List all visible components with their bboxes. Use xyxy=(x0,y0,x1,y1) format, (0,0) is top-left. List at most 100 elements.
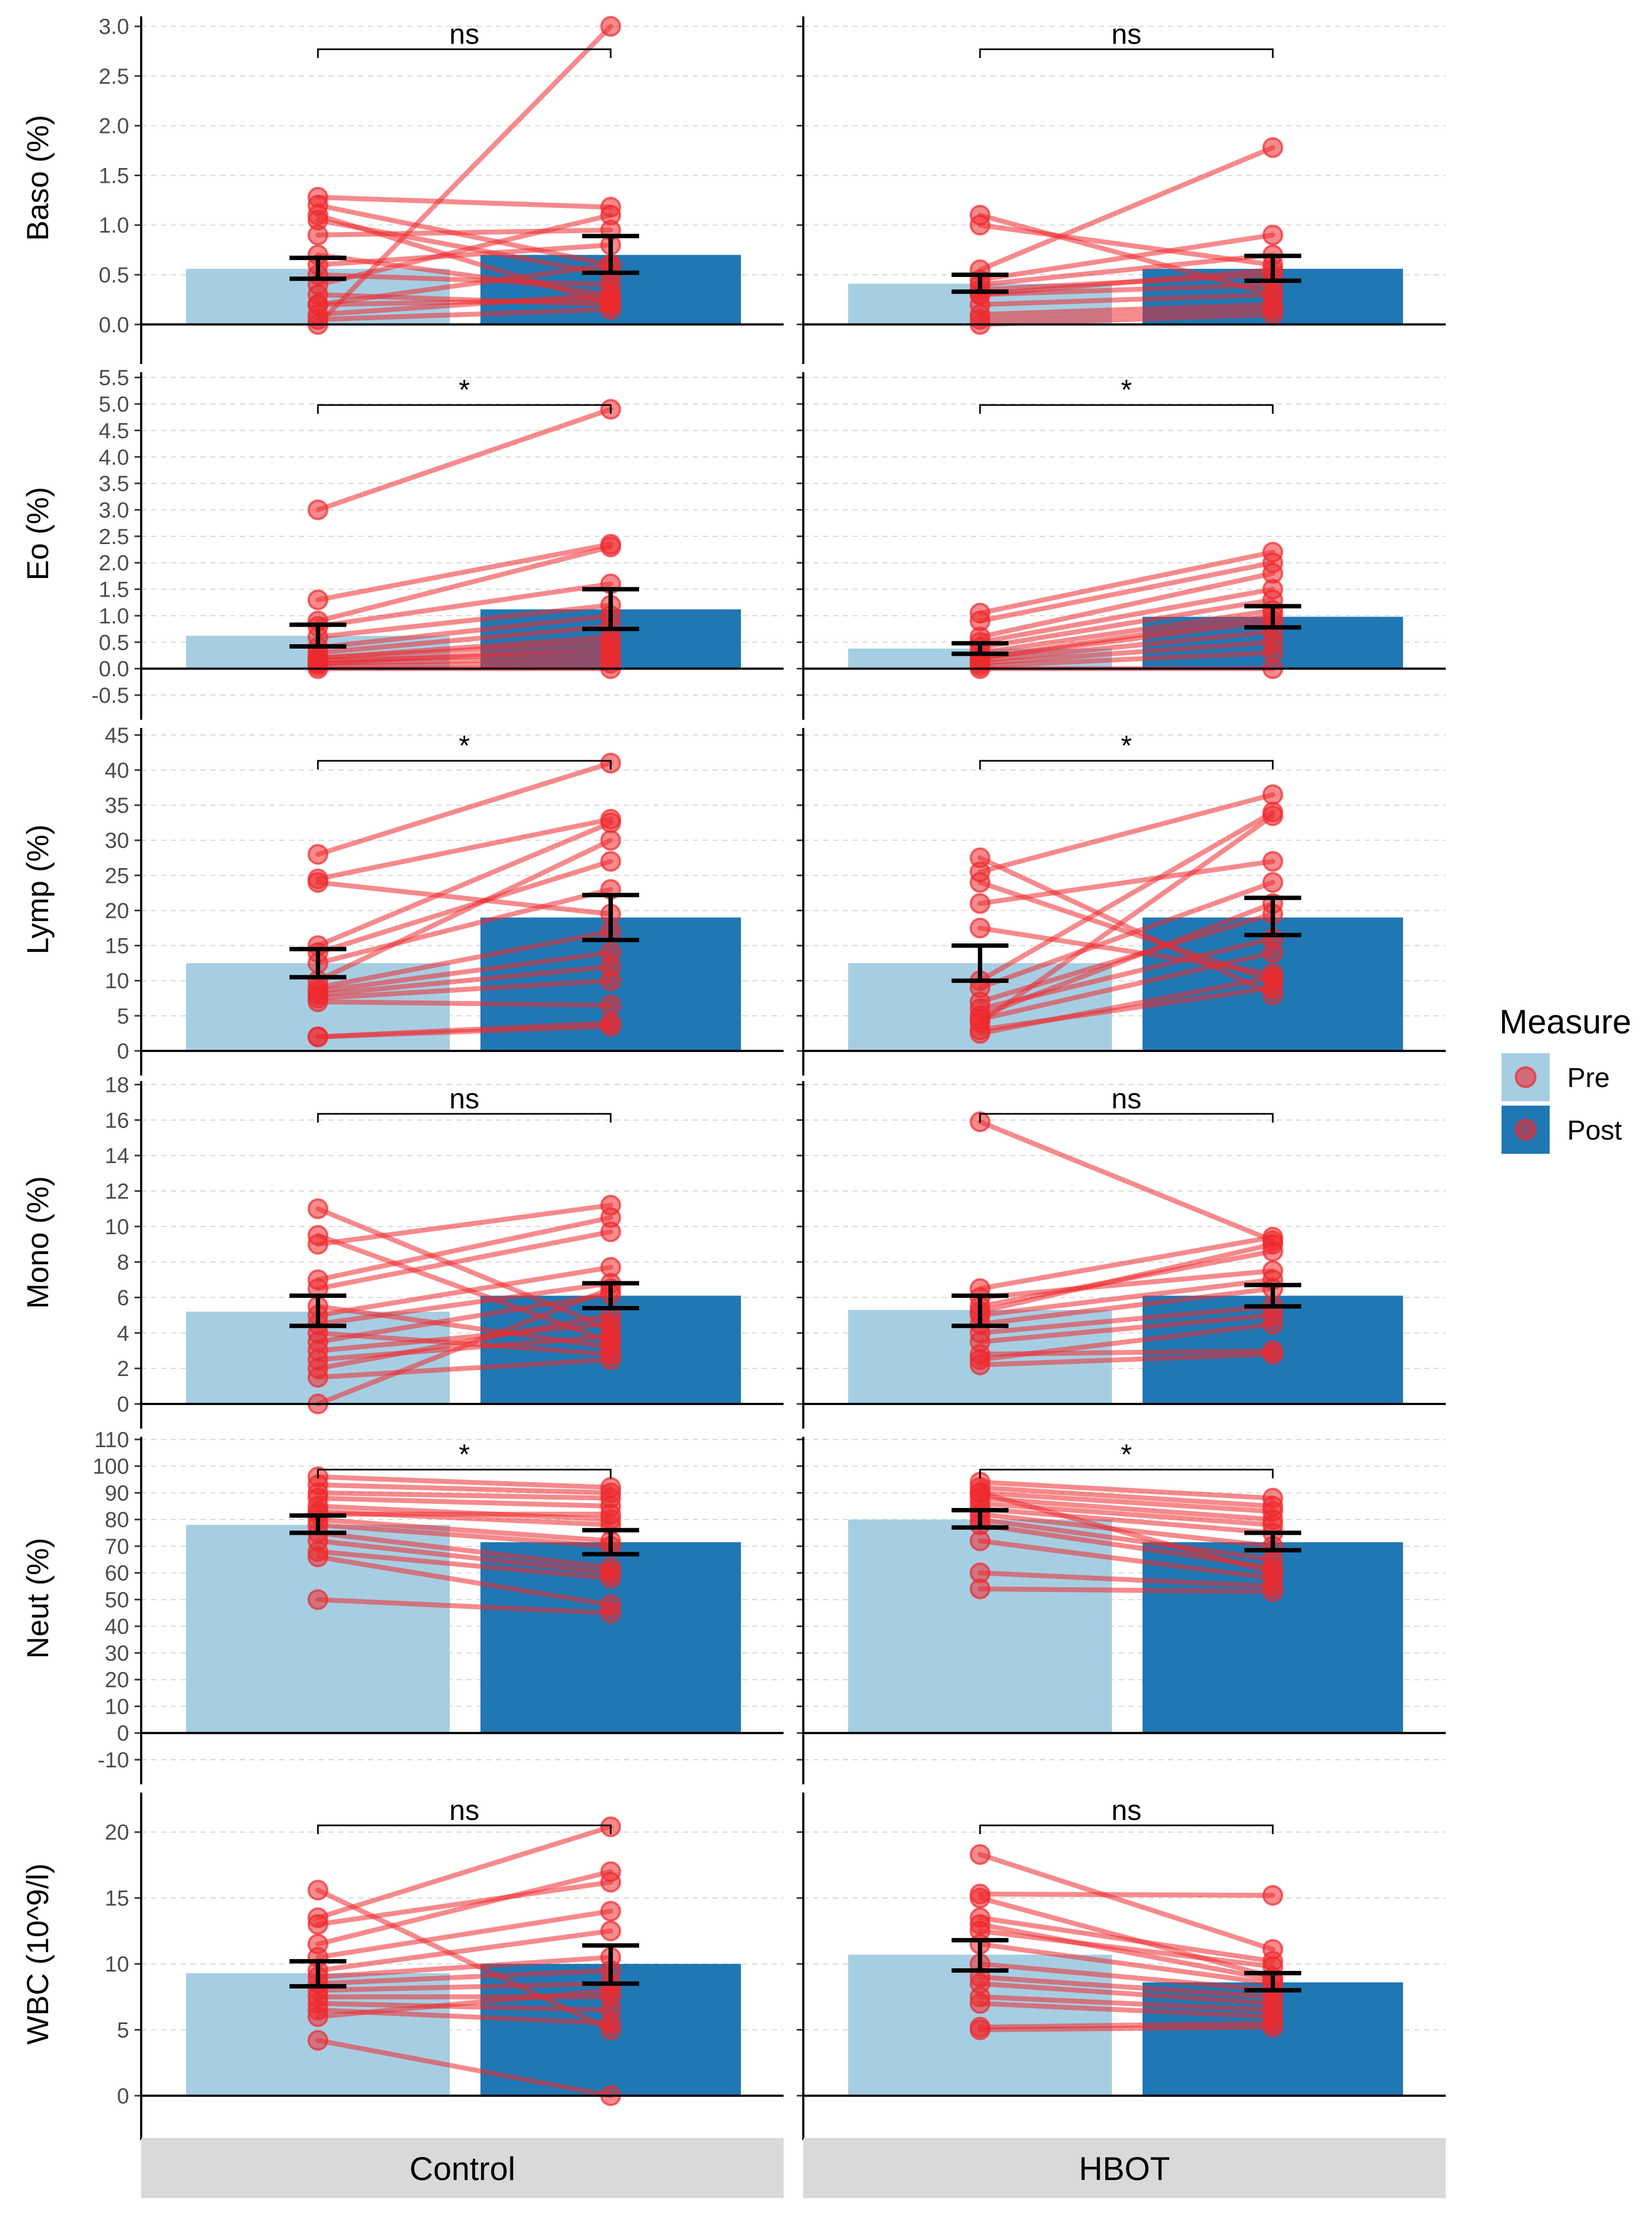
bracket-line xyxy=(317,1469,612,1478)
paired-line xyxy=(977,1313,1276,1345)
strip-background-control xyxy=(141,2138,784,2198)
paired-line xyxy=(315,978,613,1001)
error-bar-pre xyxy=(952,641,1008,656)
paired-line xyxy=(977,1994,1276,2013)
y-tick-label: 0 xyxy=(117,1039,129,1063)
paired-line xyxy=(315,1264,613,1318)
paired-line xyxy=(315,661,613,669)
significance-bracket: ns xyxy=(317,19,612,58)
paired-line xyxy=(315,2001,613,2013)
paired-line xyxy=(977,950,1276,1022)
point-pre xyxy=(970,1354,990,1375)
paired-line xyxy=(977,232,1276,282)
point-post xyxy=(600,536,621,558)
strip-background-hbot xyxy=(803,2138,1446,2198)
paired-line xyxy=(977,1570,1276,1589)
paired-line xyxy=(977,2020,1276,2030)
point-pre xyxy=(970,1993,990,2014)
y-axis-title-wbc: WBC (10^9/l) xyxy=(20,1863,55,2044)
significance-bracket: ns xyxy=(979,1795,1274,1834)
panel-row-mono: Mono (%) 0 2 4 6 8 10 12 14 16 18 ns ns xyxy=(20,1073,1446,1429)
paired-line xyxy=(315,1203,613,1247)
paired-line xyxy=(315,1474,613,1490)
y-tick-label: 35 xyxy=(105,794,130,818)
strip-label-hbot: HBOT xyxy=(1079,2151,1170,2187)
error-bar-pre xyxy=(289,1959,346,1988)
paired-line xyxy=(315,1869,613,1947)
y-tick-label: 1.0 xyxy=(98,213,129,238)
paired-line xyxy=(977,1961,1276,1993)
paired-line xyxy=(315,1313,613,1371)
y-tick-label: 2.5 xyxy=(98,65,129,89)
paired-line xyxy=(977,1941,1276,1986)
y-tick-label: 3.0 xyxy=(98,15,129,39)
point-post xyxy=(600,1314,621,1335)
paired-line xyxy=(315,1538,613,1576)
paired-line xyxy=(977,880,1276,991)
paired-line xyxy=(977,282,1276,297)
paired-line xyxy=(315,212,613,287)
paired-line xyxy=(315,194,613,210)
point-pre xyxy=(308,1367,328,1388)
paired-line xyxy=(977,2001,1276,2019)
point-post xyxy=(600,289,621,310)
paired-line xyxy=(977,267,1276,297)
paired-line xyxy=(977,1517,1276,1562)
paired-line xyxy=(977,650,1276,669)
significance-label: * xyxy=(1121,374,1132,406)
y-tick-label: -0.5 xyxy=(91,684,129,708)
y-tick-label: 60 xyxy=(105,1562,130,1586)
paired-line xyxy=(315,1981,613,1993)
y-tick-label: 2.0 xyxy=(98,114,129,138)
error-bar-pre xyxy=(289,256,346,281)
y-tick-label: 30 xyxy=(105,1641,130,1666)
error-bar-pre xyxy=(289,1293,346,1328)
paired-line xyxy=(315,613,613,650)
y-tick-label: 80 xyxy=(105,1508,130,1532)
error-bar-post xyxy=(582,1943,639,1986)
y-tick-label: 6 xyxy=(117,1286,129,1310)
panel-baso-control: 0.0 0.5 1.0 1.5 2.0 2.5 3.0 ns xyxy=(98,15,784,364)
paired-line xyxy=(977,292,1276,307)
point-pre xyxy=(970,1482,990,1504)
paired-line xyxy=(315,1286,613,1407)
significance-label: ns xyxy=(1111,1083,1141,1115)
panel-wbc-hbot: ns xyxy=(797,1793,1446,2140)
error-bar-post xyxy=(1244,1282,1301,1309)
y-tick-label: 8 xyxy=(117,1251,129,1275)
paired-line xyxy=(315,817,613,882)
y-tick-label: 20 xyxy=(105,1820,130,1845)
paired-line xyxy=(315,1549,613,1581)
paired-line xyxy=(315,1597,613,1616)
point-post xyxy=(1262,1581,1283,1602)
point-pre xyxy=(970,1009,990,1030)
point-post xyxy=(600,205,621,226)
paired-line xyxy=(315,887,613,966)
paired-line xyxy=(977,1852,1276,1952)
y-tick-label: 0 xyxy=(117,2084,129,2108)
point-post xyxy=(1262,224,1283,246)
legend-entry-pre: Pre xyxy=(1502,1053,1610,1101)
paired-line xyxy=(315,1281,613,1327)
point-post xyxy=(1262,805,1283,826)
panel-baso-hbot: ns xyxy=(797,16,1446,364)
y-tick-label: 50 xyxy=(105,1588,130,1612)
point-post xyxy=(1262,137,1283,158)
paired-line xyxy=(977,1511,1276,1549)
y-tick-label: 5 xyxy=(117,1004,129,1028)
paired-line xyxy=(315,820,613,949)
point-post xyxy=(600,1221,621,1242)
paired-line xyxy=(315,1968,613,1986)
paired-line xyxy=(977,302,1276,317)
point-post xyxy=(600,812,621,834)
error-bar-post xyxy=(1244,1530,1301,1553)
paired-line xyxy=(315,292,613,317)
paired-line xyxy=(977,1922,1276,1982)
paired-line xyxy=(977,1928,1276,1969)
significance-label: * xyxy=(1121,1439,1132,1471)
paired-line xyxy=(977,613,1276,661)
